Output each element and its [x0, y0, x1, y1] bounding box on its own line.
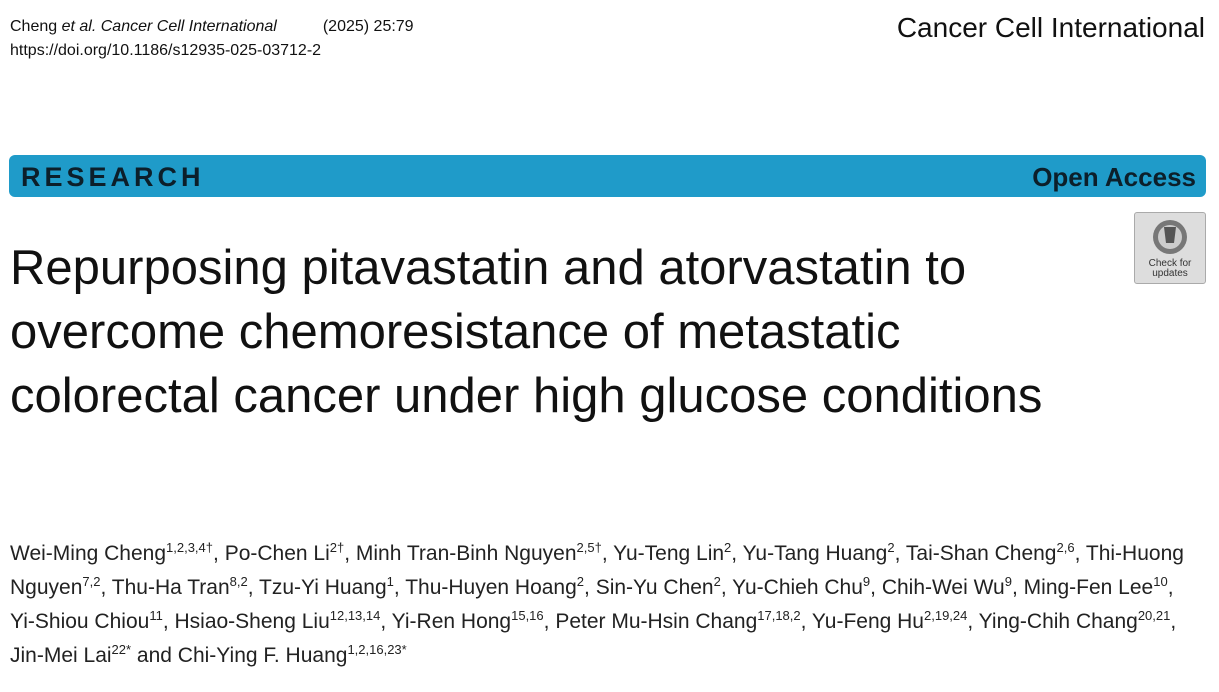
author-name: Ying-Chih Chang [978, 610, 1138, 633]
badge-line: updates [1152, 268, 1188, 279]
author-name: Yu-Tang Huang [742, 542, 888, 565]
separator: , [731, 542, 743, 565]
author-affiliation: 2,5† [576, 540, 602, 555]
author-list: Wei-Ming Cheng1,2,3,4†, Po-Chen Li2†, Mi… [10, 537, 1200, 673]
author-name: Hsiao-Sheng Liu [174, 610, 330, 633]
badge-line: Check for [1148, 258, 1192, 269]
author-affiliation: 1,2,3,4† [166, 540, 214, 555]
author-name: Tzu-Yi Huang [259, 576, 387, 599]
author-affiliation: 22* [111, 642, 132, 657]
journal-name: Cancer Cell International [896, 12, 1205, 43]
author-affiliation: 17,18,2 [757, 608, 801, 623]
author-name: Yu-Teng Lin [613, 542, 725, 565]
author-affiliation: 1 [386, 574, 394, 589]
etal: et al. [61, 18, 97, 35]
author-name: Minh Tran-Binh Nguyen [355, 542, 577, 565]
author-name: Thu-Huyen Hoang [405, 576, 577, 599]
separator: , [720, 576, 733, 599]
author-affiliation: 2,6 [1056, 540, 1075, 555]
author-name: Yu-Feng Hu [811, 610, 924, 633]
separator: , [543, 610, 556, 633]
author-name: Peter Mu-Hsin Chang [555, 610, 758, 633]
author-affiliation: 2 [724, 540, 732, 555]
author-affiliation: 9 [1004, 574, 1012, 589]
author-name: Tai-Shan Cheng [905, 542, 1057, 565]
separator: , [870, 576, 882, 599]
separator: , [247, 576, 260, 599]
separator: , [100, 576, 112, 599]
separator: , [1011, 576, 1024, 599]
author-affiliation: 2,19,24 [924, 608, 968, 623]
author-affiliation: 10 [1153, 574, 1168, 589]
header: Cheng et al. Cancer Cell International (2… [10, 15, 414, 63]
separator: , [393, 576, 406, 599]
author-name: Yi-Shiou Chiou [10, 610, 150, 633]
author-name: Sin-Yu Chen [595, 576, 714, 599]
separator: , [800, 610, 812, 633]
issue: (2025) 25:79 [322, 18, 414, 35]
author-affiliation: 7,2 [82, 574, 101, 589]
author-affiliation: 20,21 [1137, 608, 1171, 623]
author: Cheng [10, 18, 58, 35]
article-title: Repurposing pitavastatin and atorvastati… [10, 241, 1043, 423]
open-access: Open Access [1032, 162, 1196, 192]
author-name: Thu-Ha Tran [111, 576, 230, 599]
badge-icon [1153, 220, 1187, 254]
separator: , [1074, 542, 1086, 565]
author-name: Yi-Ren Hong [391, 610, 512, 633]
author-name: Po-Chen Li [224, 542, 330, 565]
author-affiliation: 2 [887, 540, 895, 555]
separator: , [601, 542, 614, 565]
author-affiliation: 8,2 [229, 574, 248, 589]
separator: , [380, 610, 392, 633]
author-name: Thi-Huong Nguyen [10, 542, 1184, 599]
author-name: Ming-Fen Lee [1023, 576, 1154, 599]
separator: , [584, 576, 596, 599]
banner: RESEARCH Open Access [9, 155, 1206, 197]
author-affiliation: 2† [329, 540, 345, 555]
check-updates-badge[interactable]: Check for updates [1134, 212, 1206, 284]
journal: Cancer Cell International [100, 18, 277, 35]
author-affiliation: 2 [576, 574, 585, 589]
separator: , [1170, 610, 1177, 633]
author-affiliation: 9 [862, 574, 871, 589]
separator: , [162, 610, 175, 633]
author-affiliation: 15,16 [511, 608, 544, 623]
author-affiliation: 12,13,14 [329, 608, 381, 623]
article-type: RESEARCH [21, 162, 205, 192]
author-name: Yu-Chieh Chu [732, 576, 863, 599]
separator: , [894, 542, 906, 565]
separator: , [344, 542, 356, 565]
author-name: Wei-Ming Cheng [10, 542, 167, 565]
author-affiliation: 2 [713, 574, 721, 589]
separator: , [1167, 576, 1174, 599]
separator: , [967, 610, 979, 633]
separator: and [131, 644, 178, 667]
doi: https://doi.org/10.1186/s12935-025-03712… [10, 42, 322, 59]
author-affiliation: 1,2,16,23* [347, 642, 407, 657]
citation: Cheng et al. Cancer Cell International (2… [10, 15, 414, 39]
author-name: Jin-Mei Lai [10, 644, 112, 667]
author-name: Chih-Wei Wu [881, 576, 1005, 599]
separator: , [213, 542, 225, 565]
author-name: Chi-Ying F. Huang [177, 644, 348, 667]
author-affiliation: 11 [149, 608, 163, 623]
